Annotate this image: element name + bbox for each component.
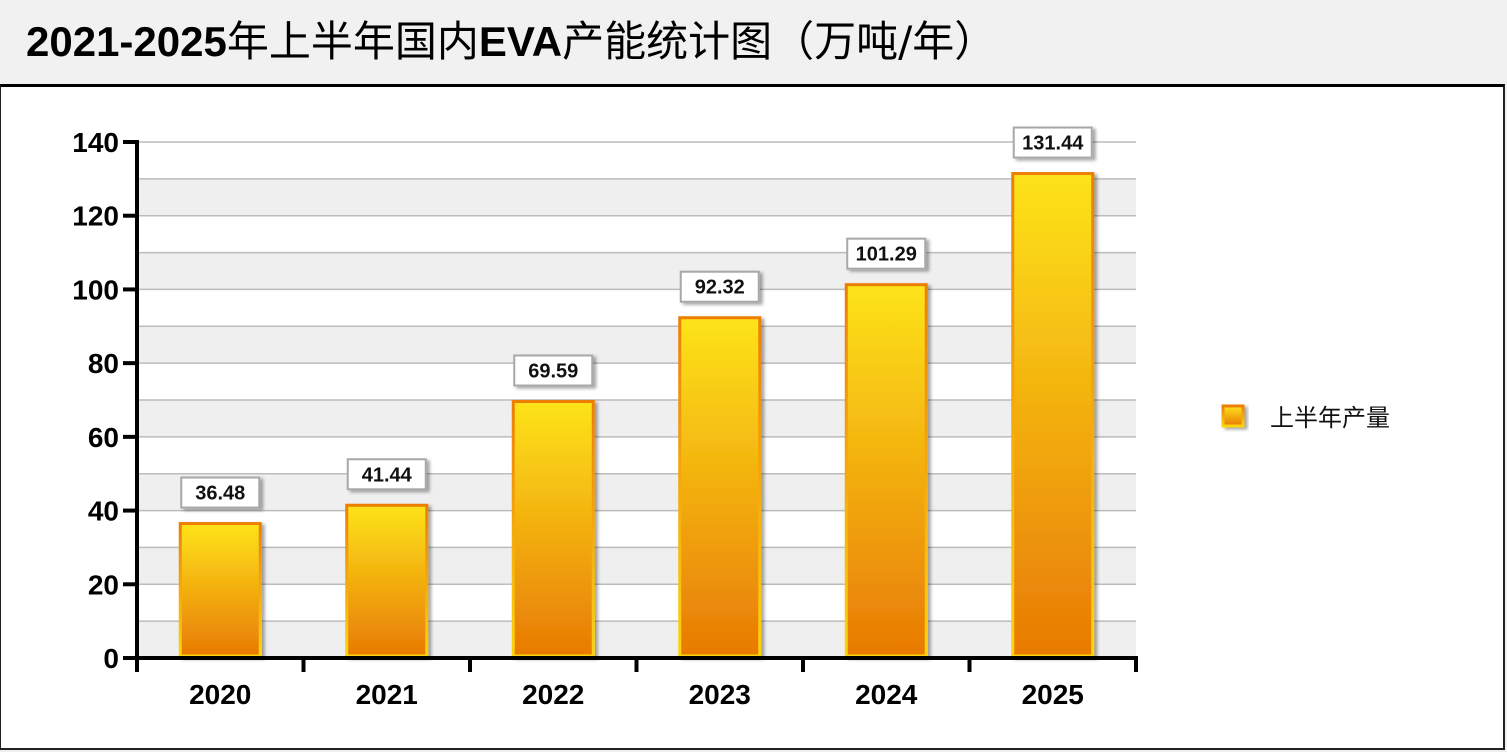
data-label-box <box>513 354 594 387</box>
grid-band <box>137 621 1136 658</box>
data-label-box <box>1012 126 1093 159</box>
title-bar: 2021-2025年上半年国内EVA产能统计图（万吨/年） <box>0 0 1507 84</box>
data-label: 69.59 <box>528 361 578 383</box>
grid-band <box>137 547 1136 585</box>
grid-bands <box>137 178 1136 658</box>
y-tick-label: 0 <box>103 643 119 674</box>
grid-band <box>137 473 1136 511</box>
grid-band <box>137 178 1136 216</box>
bar <box>678 316 762 658</box>
bars <box>178 172 1095 658</box>
gridlines <box>137 141 1136 622</box>
data-label: 41.44 <box>362 464 413 486</box>
x-tick-label: 2025 <box>1022 679 1084 710</box>
grid-band <box>137 326 1136 364</box>
y-tick-label: 100 <box>72 274 119 305</box>
title-part: 2021-2025 <box>26 18 227 65</box>
axes: 0 20 40 60 80 100 120 140 2020 2021 2022 2023 2024 20… <box>72 127 1138 710</box>
data-label: 36.48 <box>195 483 245 505</box>
y-tick-label: 140 <box>72 127 119 158</box>
x-tick-label: 2024 <box>855 679 918 710</box>
data-label: 101.29 <box>856 244 917 266</box>
chart-title: 2021-2025年上半年国内EVA产能统计图（万吨/年） <box>26 14 996 70</box>
title-part: 年上半年国内 <box>226 17 479 66</box>
grid-band <box>137 400 1136 437</box>
y-tick-label: 20 <box>88 569 119 600</box>
legend-swatch <box>1221 404 1245 428</box>
data-labels: 36.48 41.44 69.59 92.32 101.29 131.44 <box>180 126 1093 509</box>
bar <box>345 503 429 658</box>
y-tick-label: 60 <box>88 422 119 453</box>
data-label: 92.32 <box>695 277 745 299</box>
y-tick-label: 120 <box>72 201 119 232</box>
legend: 上半年产量 <box>1221 404 1390 432</box>
legend-label: 上半年产量 <box>1270 404 1390 432</box>
bar <box>511 400 595 658</box>
data-label-box <box>679 270 760 303</box>
grid-band <box>137 252 1136 290</box>
x-tick-label: 2020 <box>189 679 251 710</box>
y-tick-label: 40 <box>88 496 119 527</box>
x-tick-label: 2023 <box>689 679 751 710</box>
title-part: EVA <box>478 18 563 65</box>
data-label-box <box>846 237 927 270</box>
data-label-box <box>346 458 427 491</box>
x-tick-label: 2021 <box>356 679 418 710</box>
title-part: 产能统计图（万吨/年） <box>562 17 997 66</box>
bar <box>1011 172 1095 658</box>
data-label-box <box>180 476 261 509</box>
y-tick-label: 80 <box>88 348 119 379</box>
bar <box>844 283 928 658</box>
data-label: 131.44 <box>1022 133 1084 155</box>
x-tick-label: 2022 <box>522 679 584 710</box>
bar <box>178 522 262 658</box>
